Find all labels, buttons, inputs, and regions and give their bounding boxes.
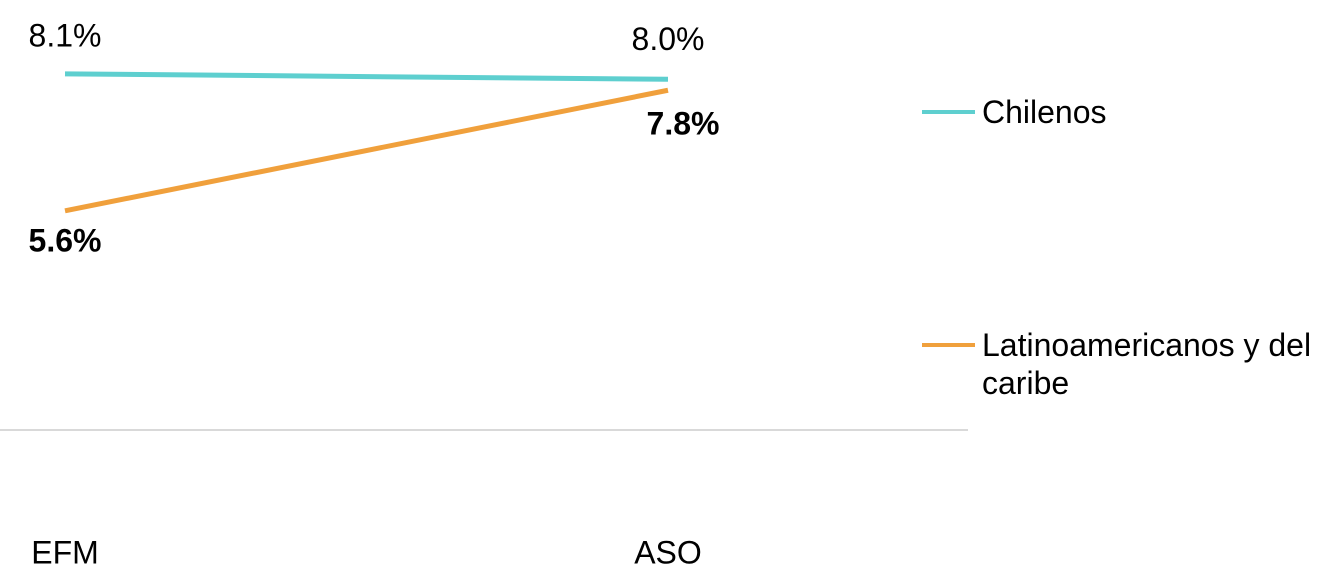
x-tick-label: ASO [634,534,702,570]
legend-label: Chilenos [982,94,1107,130]
legend-swatch [922,343,975,347]
x-tick-label: EFM [31,534,99,570]
data-label: 8.0% [632,21,705,57]
legend-swatch [922,110,975,114]
series-line [64,87,669,214]
legend-label: Latinoamericanos y del caribe [982,327,1312,401]
series-line [64,71,669,82]
legend-item: Chilenos [922,93,1324,131]
legend-item: Latinoamericanos y del caribe [922,326,1324,402]
data-label: 8.1% [29,17,102,53]
data-label: 7.8% [647,106,720,142]
data-label: 5.6% [29,222,102,258]
